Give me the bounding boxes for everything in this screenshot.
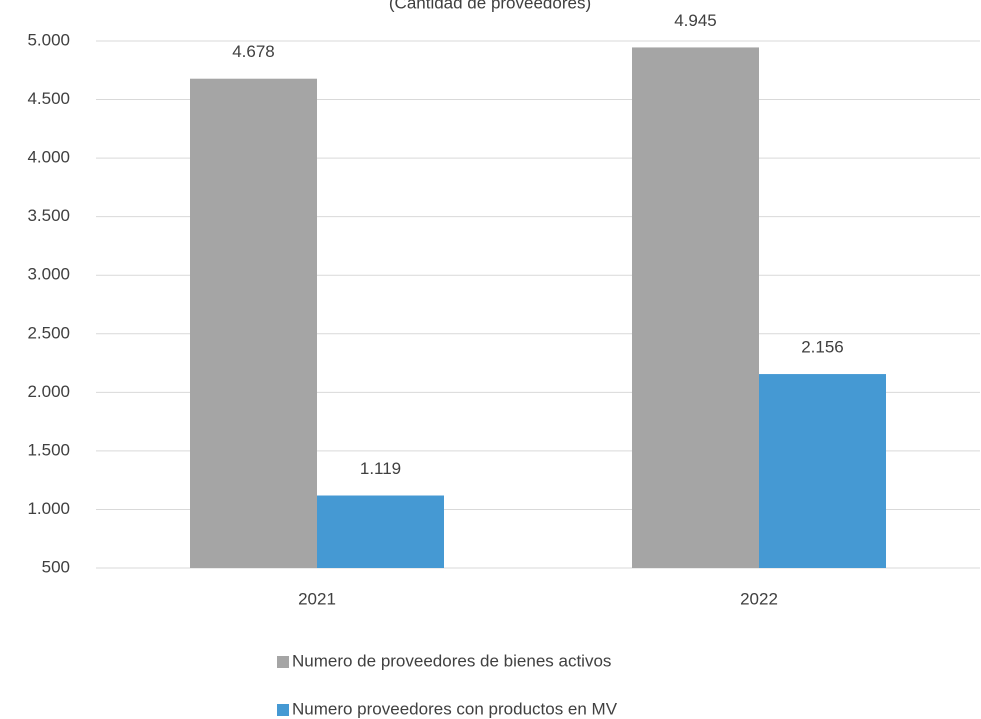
bar	[317, 495, 444, 568]
y-tick-label: 4.000	[27, 148, 70, 167]
bar	[759, 374, 886, 568]
bar	[190, 78, 317, 568]
y-tick-label: 1.500	[27, 440, 70, 459]
chart-subtitle: (Cantidad de proveedores)	[389, 0, 591, 12]
y-tick-label: 2.500	[27, 323, 70, 342]
y-tick-label: 500	[42, 557, 70, 576]
y-tick-label: 3.000	[27, 265, 70, 284]
legend-swatch	[277, 656, 289, 668]
legend-swatch	[277, 704, 289, 716]
legend-label: Numero de proveedores de bienes activos	[292, 651, 611, 670]
y-tick-label: 5.000	[27, 30, 70, 49]
legend-label: Numero proveedores con productos en MV	[292, 699, 618, 718]
x-tick-label: 2021	[298, 589, 336, 608]
bar	[632, 47, 759, 569]
y-tick-label: 1.000	[27, 499, 70, 518]
data-label: 4.678	[232, 42, 275, 61]
y-tick-label: 3.500	[27, 206, 70, 225]
data-label: 2.156	[801, 338, 844, 357]
y-tick-label: 2.000	[27, 382, 70, 401]
x-tick-label: 2022	[740, 589, 778, 608]
data-label: 1.119	[360, 459, 401, 478]
data-label: 4.945	[674, 11, 717, 30]
y-tick-label: 4.500	[27, 89, 70, 108]
